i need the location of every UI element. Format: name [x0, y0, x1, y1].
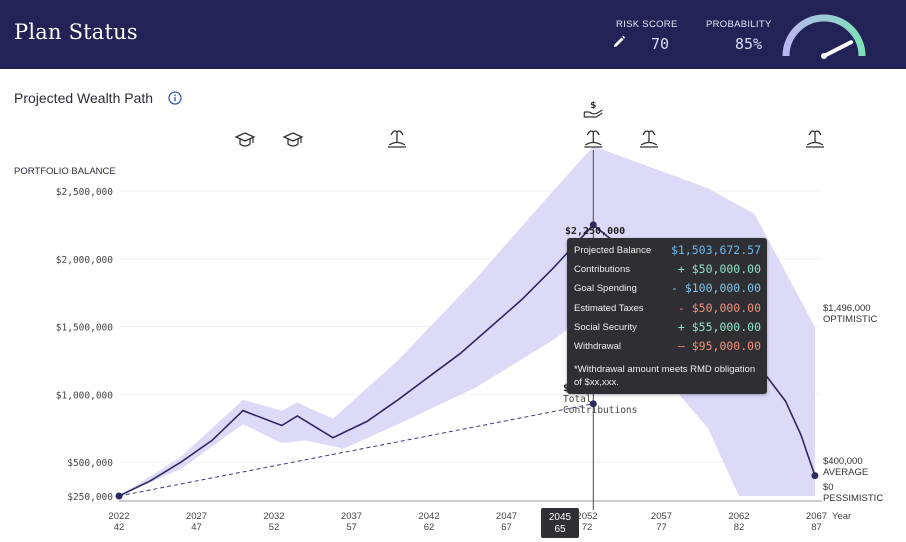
tooltip-row: Social Security + $55,000.00: [574, 320, 761, 336]
tooltip-row: Estimated Taxes - $50,000.00: [574, 301, 761, 317]
optimistic-value: $1,496,000: [823, 303, 871, 314]
y-tick-label: $1,000,000: [56, 390, 113, 401]
tooltip-row-label: Contributions: [574, 264, 630, 276]
tooltip-row: Withdrawal – $95,000.00: [574, 339, 761, 355]
tooltip-row-value: + $50,000.00: [677, 262, 761, 277]
data-points: [115, 221, 819, 500]
tooltip-row-label: Estimated Taxes: [574, 302, 644, 314]
average-label: AVERAGE: [823, 467, 868, 478]
tooltip-row-label: Withdrawal: [574, 341, 621, 352]
risk-score-value: 70: [651, 35, 670, 53]
y-axis-label: PORTFOLIO BALANCE: [14, 166, 116, 177]
graduation-cap-icon: [282, 132, 304, 147]
x-tick-year: 2042: [418, 511, 439, 522]
pessimistic-value: $0: [823, 482, 834, 493]
island-icon: [640, 130, 658, 148]
wealth-chart: PORTFOLIO BALANCE $2,500,000 $2,000,000 $1,…: [14, 101, 883, 534]
x-tick-age: 82: [734, 522, 745, 533]
x-tick-age: 62: [424, 522, 435, 533]
contributions-label: Total: [563, 394, 592, 405]
probability-value: 85%: [735, 35, 763, 53]
start-point: [115, 492, 123, 500]
tooltip-row-label: Projected Balance: [574, 245, 652, 256]
risk-score-label: RISK SCORE: [616, 19, 678, 30]
tooltip-row-value: + $55,000.00: [677, 319, 761, 334]
x-tick-age: 47: [191, 522, 202, 533]
optimistic-label: OPTIMISTIC: [823, 314, 878, 325]
probability-gauge: [782, 14, 866, 59]
event-icons: $: [234, 101, 824, 148]
section-title: Projected Wealth Path: [14, 90, 154, 106]
peak-point: [589, 221, 597, 229]
average-value: $400,000: [823, 456, 863, 467]
tooltip-row: Projected Balance $1,503,672.57: [574, 243, 761, 259]
x-axis-label: Year: [832, 511, 851, 522]
x-tick-age: 67: [501, 522, 512, 533]
island-icon: [388, 130, 406, 148]
probability-band: [119, 146, 815, 497]
balance-tooltip: Projected Balance $1,503,672.57 Contributi…: [567, 238, 767, 394]
tooltip-row: Contributions + $50,000.00: [574, 262, 761, 278]
tooltip-row: Goal Spending - $100,000.00: [574, 281, 761, 297]
x-tick-year: 2062: [728, 511, 749, 522]
x-tick-age: 87: [811, 522, 822, 533]
x-tick-year: 2067: [806, 511, 827, 522]
tooltip-row-value: - $100,000.00: [670, 281, 761, 296]
pessimistic-label: PESSIMISTIC: [823, 493, 883, 504]
x-tick-year: 2047: [496, 511, 517, 522]
tooltip-row-label: Social Security: [574, 321, 637, 333]
header-bar: Plan Status RISK SCORE 70 PROBABILITY 85…: [0, 0, 906, 69]
x-tick-year: 2022: [108, 511, 129, 522]
graduation-cap-icon: [234, 132, 256, 147]
x-tick-age: 52: [269, 522, 280, 533]
x-tick-year: 2052: [576, 511, 597, 522]
tooltip-row-label: Goal Spending: [574, 283, 637, 295]
tooltip-row-value: - $50,000.00: [677, 300, 761, 315]
selected-year-text: 2045: [549, 512, 572, 523]
contributions-value: $: [563, 383, 569, 394]
tooltip-row-value: $1,503,672.57: [670, 243, 761, 257]
x-tick-year: 2057: [651, 511, 672, 522]
end-point: [811, 472, 819, 480]
chart-annotations: $2,250,000$TotalContributions$1,496,000O…: [563, 226, 883, 504]
contributions-label: Contributions: [563, 405, 637, 416]
pencil-icon[interactable]: [612, 35, 626, 49]
x-tick-year: 2027: [186, 511, 207, 522]
svg-text:$: $: [590, 101, 596, 111]
y-tick-label: $2,000,000: [56, 255, 113, 266]
x-tick-age: 57: [346, 522, 357, 533]
tooltip-note: *Withdrawal amount meets RMD obligation …: [574, 364, 756, 388]
selected-year-badge[interactable]: 2045 65: [541, 508, 579, 538]
x-tick-year: 2037: [341, 511, 362, 522]
x-tick-age: 72: [582, 522, 593, 533]
y-axis-ticks: PORTFOLIO BALANCE $2,500,000 $2,000,000 $1,…: [14, 166, 116, 503]
y-tick-label: $250,000: [67, 492, 113, 503]
y-tick-label: $1,500,000: [56, 323, 113, 334]
island-icon: [806, 130, 824, 148]
info-icon[interactable]: [168, 91, 182, 105]
probability-label: PROBABILITY: [706, 19, 772, 30]
money-hand-icon: $: [583, 101, 603, 118]
x-tick-year: 2032: [263, 511, 284, 522]
contributions-point: [589, 400, 597, 408]
contributions-line: [118, 403, 594, 497]
peak-label: $2,250,000: [565, 226, 625, 237]
island-icon: [584, 130, 603, 148]
x-tick-age: 42: [114, 522, 125, 533]
x-tick-age: 77: [656, 522, 667, 533]
tooltip-row-value: – $95,000.00: [677, 339, 761, 353]
gauge-needle: [821, 40, 854, 59]
y-tick-label: $500,000: [67, 458, 113, 469]
y-tick-label: $2,500,000: [56, 187, 113, 198]
page-title: Plan Status: [14, 20, 138, 44]
selected-age-text: 65: [554, 524, 566, 535]
